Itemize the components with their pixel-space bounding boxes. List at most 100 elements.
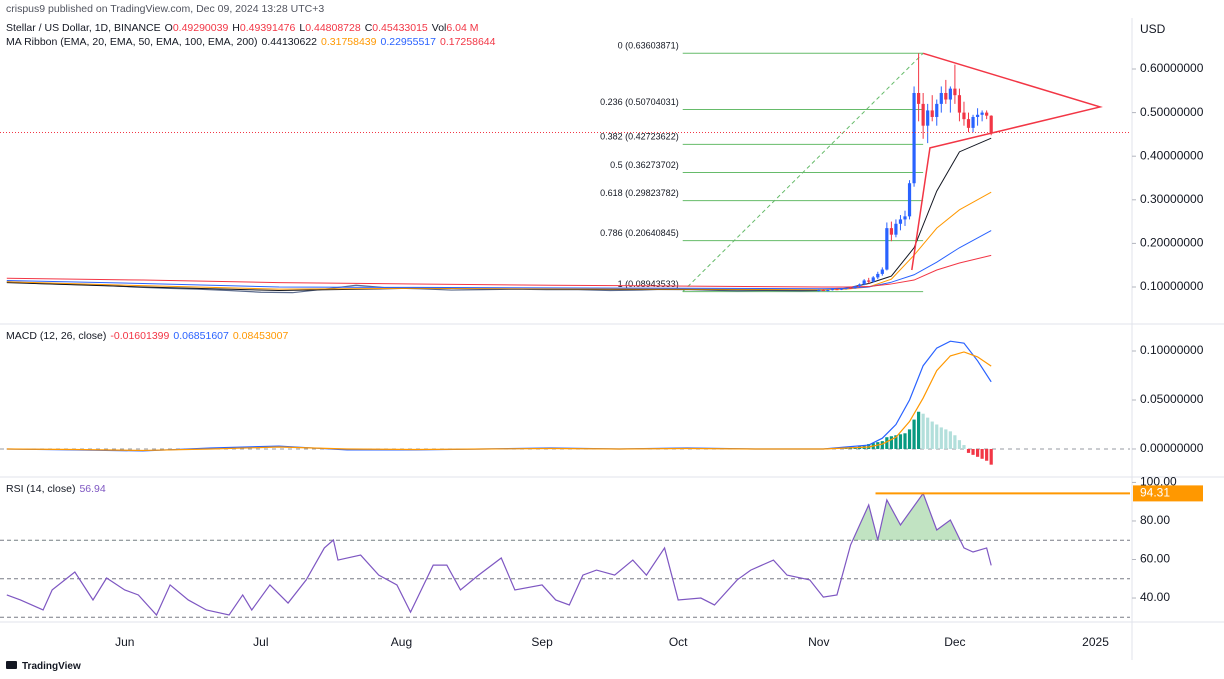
- ohlc-value: 6.04 M: [446, 22, 479, 34]
- macd-line: [6, 340, 992, 452]
- y-tick-label: 60.00: [1140, 552, 1170, 566]
- macd-legend: MACD (12, 26, close) -0.01601399 0.0685160…: [6, 330, 292, 342]
- histogram-bar: [903, 433, 907, 449]
- x-tick-label: Oct: [669, 635, 688, 649]
- macd-title: MACD (12, 26, close): [6, 330, 107, 342]
- rsi-value: 56.94: [79, 483, 106, 495]
- candle-body: [930, 110, 934, 117]
- candle-body: [935, 103, 939, 117]
- fib-label: 0.236 (0.50704031): [600, 97, 679, 107]
- x-tick-label: Nov: [808, 635, 829, 649]
- candle-body: [817, 290, 821, 292]
- ohlc-value: 0.45433015: [372, 22, 428, 34]
- rsi-title: RSI (14, close): [6, 483, 76, 495]
- histogram-bar: [912, 419, 916, 449]
- histogram-bar: [985, 448, 989, 461]
- ohlc-label: L: [299, 22, 306, 34]
- ema-line: [6, 191, 992, 291]
- histogram-bar: [948, 431, 952, 449]
- histogram-bar: [926, 417, 930, 449]
- histogram-bar: [935, 424, 939, 449]
- ema-value: 0.17258644: [439, 36, 496, 48]
- y-tick-label: 80.00: [1140, 513, 1170, 527]
- brand-name: TradingView: [22, 661, 81, 672]
- x-tick-label: Dec: [944, 635, 965, 649]
- candle-body: [980, 112, 984, 115]
- brand-logo: [6, 661, 17, 669]
- histogram-bar: [894, 435, 898, 449]
- ohlc-label: C: [364, 22, 373, 34]
- histogram-bar: [953, 435, 957, 449]
- candle-body: [975, 114, 980, 117]
- histogram-bar: [944, 429, 948, 449]
- candle-body: [826, 290, 830, 292]
- overbought-fill: [333, 493, 961, 541]
- candle-body: [926, 110, 930, 126]
- candle-body: [821, 290, 825, 292]
- ema-value: 0.31758439: [321, 36, 377, 48]
- ohlc-label: O: [164, 22, 173, 34]
- candle-body: [989, 115, 993, 133]
- y-tick-label: 0.50000000: [1140, 105, 1204, 119]
- fib-label: 0.5 (0.36273702): [610, 160, 679, 170]
- x-tick-label: Aug: [391, 635, 412, 649]
- candle-body: [912, 92, 916, 184]
- candle-body: [867, 280, 871, 282]
- symbol-name: Stellar / US Dollar, 1D, BINANCE: [6, 22, 161, 34]
- candle-body: [985, 112, 989, 116]
- histogram-bar: [975, 448, 980, 457]
- x-tick-label: 2025: [1082, 635, 1109, 649]
- histogram-value: -0.01601399: [110, 330, 170, 342]
- ohlc-label: H: [232, 22, 240, 34]
- ma-legend: MA Ribbon (EMA, 20, EMA, 50, EMA, 100, E…: [6, 36, 499, 48]
- candle-body: [944, 92, 948, 100]
- candle-body: [848, 287, 853, 289]
- candle-body: [876, 273, 880, 278]
- candle-body: [957, 95, 962, 113]
- fib-label: 1 (0.08943533): [618, 279, 679, 289]
- histogram-bar: [957, 440, 962, 449]
- y-tick-label: 0.05000000: [1140, 392, 1204, 406]
- fib-trend: [682, 52, 924, 292]
- candle-body: [880, 269, 884, 274]
- ema-value: 0.22955517: [380, 36, 436, 48]
- y-tick-label: 0.10000000: [1140, 279, 1204, 293]
- candle-body: [844, 287, 848, 289]
- histogram-bar: [921, 413, 925, 449]
- histogram-bar: [939, 427, 943, 449]
- candle-body: [894, 223, 898, 235]
- histogram-bar: [885, 437, 889, 449]
- histogram-bar: [962, 445, 966, 449]
- symbol-legend: Stellar / US Dollar, 1D, BINANCE O0.49290…: [6, 22, 483, 34]
- candle-body: [903, 216, 907, 220]
- candle-body: [917, 92, 921, 104]
- x-tick-label: Sep: [531, 635, 553, 649]
- y-tick-label: 0.60000000: [1140, 61, 1204, 75]
- y-tick-label: 0.30000000: [1140, 192, 1204, 206]
- histogram-bar: [971, 448, 975, 455]
- ema-line: [6, 230, 992, 290]
- rsi-peak-badge: [1133, 485, 1203, 502]
- histogram-bar: [917, 411, 921, 449]
- y-tick-label: 0.10000000: [1140, 343, 1204, 357]
- x-tick-label: Jun: [115, 635, 134, 649]
- triangle-trendline: [911, 52, 1103, 271]
- fib-label: 0.786 (0.20640845): [600, 228, 679, 238]
- ema-value: 0.44130622: [261, 36, 318, 48]
- ohlc-value: 0.44808728: [305, 22, 361, 34]
- histogram-bar: [966, 448, 971, 453]
- x-tick-label: Jul: [253, 635, 268, 649]
- histogram-bar: [907, 429, 912, 449]
- candle-body: [885, 228, 889, 270]
- y-tick-label: 0.00000000: [1140, 441, 1204, 455]
- ohlc-label: Vol: [431, 22, 447, 34]
- candle-body: [907, 183, 912, 217]
- candle-body: [853, 286, 857, 289]
- rsi-peak-label: 94.31: [1140, 486, 1170, 500]
- fib-label: 0.382 (0.42723622): [600, 132, 679, 142]
- candle-body: [898, 219, 903, 224]
- y-tick-label: 40.00: [1140, 590, 1170, 604]
- candle-body: [962, 112, 966, 120]
- histogram-bar: [930, 421, 934, 449]
